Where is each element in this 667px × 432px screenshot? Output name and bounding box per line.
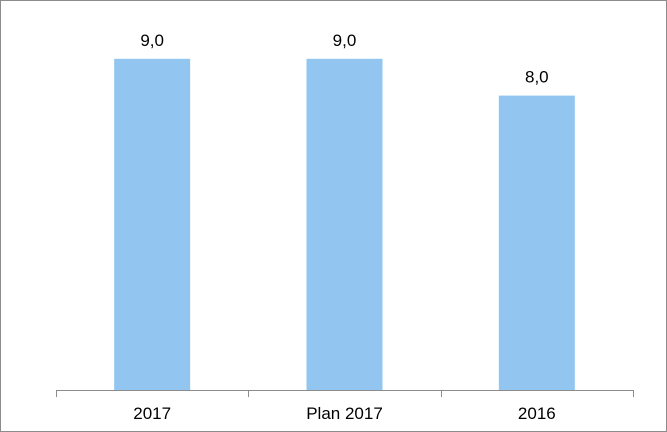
x-axis-tick-labels: 2017 Plan 2017 2016: [133, 404, 555, 423]
bar-value-label: 9,0: [140, 31, 164, 50]
bar: [306, 58, 383, 391]
bar-value-label: 8,0: [525, 68, 549, 87]
bar: [114, 58, 191, 391]
data-labels: 9,0 9,0 8,0: [140, 31, 548, 87]
bar: [498, 95, 575, 390]
bars: [114, 58, 575, 391]
x-axis-ticks: [56, 390, 634, 397]
x-tick-label: 2016: [518, 404, 556, 423]
x-tick-label: Plan 2017: [306, 404, 383, 423]
x-tick-label: 2017: [133, 404, 171, 423]
bar-value-label: 9,0: [333, 31, 357, 50]
